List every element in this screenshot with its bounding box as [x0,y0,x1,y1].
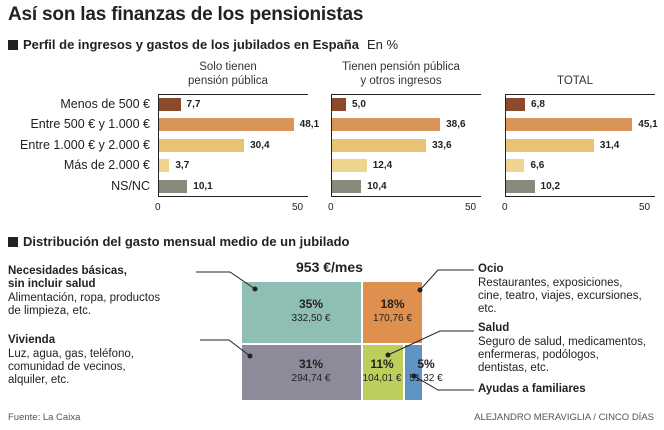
section-bullet [8,40,18,50]
data-label: 31,4 [599,140,620,151]
bar [332,139,427,152]
data-label: 10,4 [367,181,387,192]
data-label: 5,0 [352,99,366,110]
panel-top-rule [505,94,655,95]
category-name: Salud [478,322,510,334]
bar [332,98,346,111]
x-tick-label: 0 [502,202,508,213]
panel-bottom-rule [158,196,308,197]
panel-title: Tienen pensión pública y otros ingresos [342,61,460,87]
category-description: Alimentación, ropa, productos de limpieza… [8,292,161,317]
bar [332,180,362,193]
data-label: 48,1 [299,119,320,130]
data-label: 10,2 [540,181,561,192]
panel-title: Solo tienen pensión pública [188,61,268,87]
data-label: 6,6 [530,160,545,171]
bar [506,118,633,131]
section2-title-text: Distribución del gasto mensual medio de … [23,234,350,249]
data-label: 45,1 [638,119,658,130]
category-label: Entre 1.000 € y 2.000 € [20,138,150,152]
axis-zero-line [158,94,159,197]
bar [159,139,245,152]
cell-amount: 104,01 € [362,373,402,384]
panel-bottom-rule [505,196,655,197]
bar [332,118,441,131]
category-label: Menos de 500 € [60,97,150,111]
category-description: Restaurantes, exposiciones, cine, teatro,… [478,277,642,315]
data-label: 6,8 [531,99,545,110]
cell-amount: 51,32 € [409,373,443,384]
category-description: Luz, agua, gas, teléfono, comunidad de ve… [8,348,134,386]
panel-top-rule [331,94,481,95]
credit-note: ALEJANDRO MERAVIGLIA / CINCO DÍAS [474,412,654,423]
cell-percent: 5% [417,357,435,371]
cell-percent: 11% [370,357,394,371]
x-tick-label: 50 [292,202,304,213]
bar [159,118,294,131]
data-label: 30,4 [250,140,270,151]
category-label: Más de 2.000 € [63,158,150,172]
category-label: NS/NC [111,179,150,193]
data-label: 3,7 [175,160,190,171]
bar [159,98,181,111]
bar [506,98,526,111]
source-note: Fuente: La Caixa [8,412,81,423]
category-name: Ocio [478,263,504,275]
axis-zero-line [331,94,332,197]
x-tick-label: 0 [155,202,161,213]
leader-line [419,269,474,291]
bar [506,139,594,152]
data-label: 10,1 [193,181,213,192]
bar [506,180,535,193]
panel-bottom-rule [331,196,481,197]
chart-title: Así son las finanzas de los pensionistas [8,4,364,25]
bar [159,180,188,193]
treemap-total: 953 €/mes [296,259,363,275]
subtitle-text: Perfil de ingresos y gastos de los jubil… [23,37,359,52]
category-label: Entre 500 € y 1.000 € [30,117,150,131]
data-label: 38,6 [446,119,466,130]
cell-amount: 332,50 € [291,313,331,324]
treemap-cell [241,281,362,344]
chart-subtitle: Perfil de ingresos y gastos de los jubil… [8,37,398,52]
bar [159,159,170,172]
axis-zero-line [505,94,506,197]
cell-percent: 31% [298,357,324,371]
section-bullet [8,237,18,247]
data-label: 12,4 [372,160,393,171]
units-label: En % [366,37,399,52]
cell-amount: 294,74 € [291,373,331,384]
category-name: Ayudas a familiares [478,383,586,395]
cell-amount: 170,76 € [373,313,412,324]
section2-title: Distribución del gasto mensual medio de … [8,234,349,249]
category-description: Seguro de salud, medicamentos, enfermeras… [478,336,647,374]
treemap-cell [241,344,362,401]
x-tick-label: 0 [328,202,334,213]
x-tick-label: 50 [639,202,651,213]
panel-top-rule [158,94,308,95]
bar [332,159,367,172]
panel-title: TOTAL [557,75,593,87]
cell-percent: 18% [380,297,405,311]
cell-percent: 35% [298,297,324,311]
category-name: Necesidades básicas, sin incluir salud [8,265,127,290]
data-label: 33,6 [432,140,452,151]
bar [506,159,525,172]
category-name: Vivienda [8,334,56,346]
data-label: 7,7 [186,99,201,110]
x-tick-label: 50 [465,202,477,213]
